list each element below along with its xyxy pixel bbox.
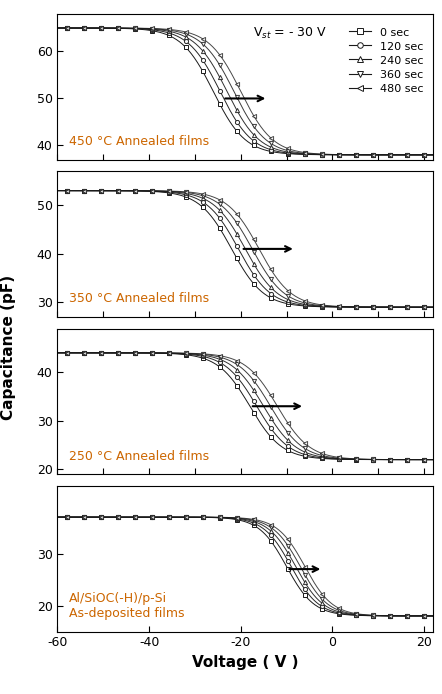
Text: 350 °C Annealed films: 350 °C Annealed films	[69, 292, 209, 305]
Text: V$_{st}$ = - 30 V: V$_{st}$ = - 30 V	[253, 26, 327, 41]
Text: 450 °C Annealed films: 450 °C Annealed films	[69, 135, 209, 148]
Legend: 0 sec, 120 sec, 240 sec, 360 sec, 480 sec: 0 sec, 120 sec, 240 sec, 360 sec, 480 se…	[344, 22, 427, 99]
Text: 250 °C Annealed films: 250 °C Annealed films	[69, 450, 209, 463]
Text: Capacitance (pF): Capacitance (pF)	[1, 274, 16, 420]
X-axis label: Voltage ( V ): Voltage ( V )	[192, 655, 298, 670]
Text: Al/SiOC(-H)/p-Si
As-deposited films: Al/SiOC(-H)/p-Si As-deposited films	[69, 592, 184, 620]
